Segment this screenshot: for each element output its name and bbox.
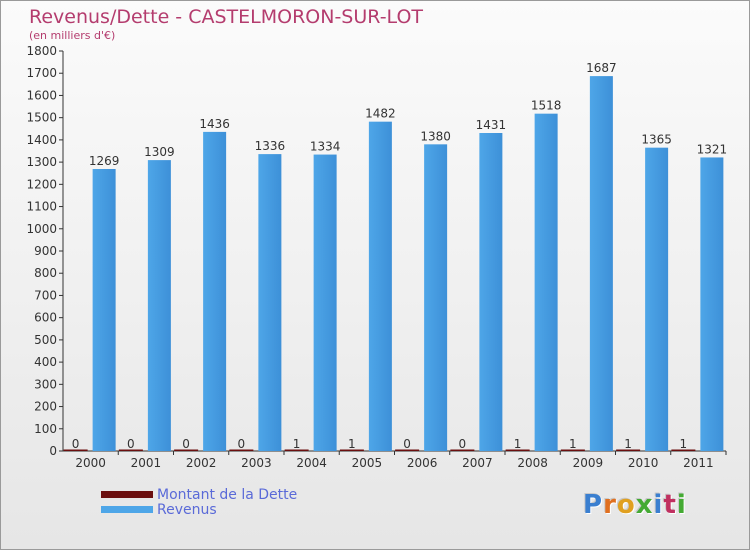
legend-swatch-revenus <box>101 506 153 513</box>
data-label-revenus: 1321 <box>697 142 728 156</box>
bar-dette <box>229 449 254 451</box>
x-tick-label: 2005 <box>352 456 383 470</box>
logo-letter: t <box>663 490 677 520</box>
bar-dette <box>616 449 641 451</box>
y-tick-label: 400 <box>34 355 57 369</box>
x-tick-label: 2006 <box>407 456 438 470</box>
data-label-dette: 0 <box>238 437 246 451</box>
y-tick-label: 700 <box>34 288 57 302</box>
data-label-dette: 1 <box>293 437 301 451</box>
y-tick-label: 900 <box>34 244 57 258</box>
legend-item-revenus: Revenus <box>101 501 297 518</box>
data-label-revenus: 1336 <box>255 139 286 153</box>
y-tick-label: 1600 <box>26 88 57 102</box>
data-label-revenus: 1334 <box>310 140 341 154</box>
data-label-revenus: 1687 <box>586 61 617 75</box>
bar-revenus <box>534 113 558 452</box>
bar-revenus <box>147 160 171 451</box>
bar-dette <box>118 449 143 451</box>
y-tick-label: 1500 <box>26 111 57 125</box>
chart-title: Revenus/Dette - CASTELMORON-SUR-LOT <box>29 6 424 28</box>
logo-letter: o <box>616 490 636 520</box>
data-label-dette: 1 <box>569 437 577 451</box>
bar-dette <box>560 449 585 451</box>
data-label-revenus: 1380 <box>420 129 451 143</box>
bar-revenus <box>645 147 669 451</box>
data-label-revenus: 1518 <box>531 99 562 113</box>
bar-dette <box>284 449 309 451</box>
data-label-revenus: 1436 <box>199 117 230 131</box>
chart-subtitle: (en milliers d'€) <box>29 29 116 42</box>
y-tick-label: 1300 <box>26 155 57 169</box>
y-tick-label: 800 <box>34 266 57 280</box>
data-label-dette: 1 <box>514 437 522 451</box>
bar-revenus <box>92 169 116 451</box>
chart-legend: Montant de la Dette Revenus <box>101 486 298 518</box>
data-label-dette: 0 <box>127 437 135 451</box>
y-tick-label: 1200 <box>26 177 57 191</box>
x-tick-label: 2009 <box>573 456 604 470</box>
legend-label-revenus: Revenus <box>157 501 217 518</box>
logo-letter: r <box>603 490 617 520</box>
data-label-dette: 0 <box>403 437 411 451</box>
legend-label-dette: Montant de la Dette <box>157 486 298 503</box>
bar-revenus <box>589 76 613 451</box>
data-label-dette: 1 <box>680 437 688 451</box>
data-label-revenus: 1431 <box>476 118 507 132</box>
y-tick-label: 1100 <box>26 200 57 214</box>
x-tick-label: 2001 <box>131 456 162 470</box>
data-label-revenus: 1365 <box>641 133 672 147</box>
y-tick-label: 100 <box>34 422 57 436</box>
bar-dette <box>174 449 199 451</box>
legend-swatch-dette <box>101 491 153 498</box>
data-label-dette: 0 <box>459 437 467 451</box>
bar-revenus <box>424 144 448 452</box>
logo-letter: i <box>676 490 687 520</box>
bar-dette <box>671 449 696 451</box>
y-tick-label: 1000 <box>26 222 57 236</box>
y-tick-label: 300 <box>34 377 57 391</box>
bar-revenus <box>258 154 282 451</box>
y-tick-label: 0 <box>49 444 57 458</box>
data-label-dette: 0 <box>72 437 80 451</box>
bar-revenus <box>700 157 724 451</box>
bar-dette <box>505 449 530 451</box>
x-tick-label: 2007 <box>462 456 493 470</box>
x-tick-label: 2004 <box>296 456 327 470</box>
y-tick-label: 1400 <box>26 133 57 147</box>
y-tick-label: 600 <box>34 311 57 325</box>
y-tick-label: 500 <box>34 333 57 347</box>
data-label-revenus: 1269 <box>89 154 120 168</box>
logo-letter: i <box>653 490 664 520</box>
x-tick-label: 2003 <box>241 456 272 470</box>
x-tick-label: 2011 <box>683 456 714 470</box>
y-tick-label: 1800 <box>26 44 57 58</box>
bar-revenus <box>479 133 503 451</box>
proxiti-logo: Proxiti <box>583 490 687 520</box>
data-label-revenus: 1482 <box>365 107 396 121</box>
legend-item-dette: Montant de la Dette <box>101 486 298 503</box>
bar-dette <box>450 449 475 451</box>
x-tick-label: 2008 <box>517 456 548 470</box>
data-label-dette: 1 <box>348 437 356 451</box>
x-tick-label: 2002 <box>186 456 217 470</box>
y-tick-label: 1700 <box>26 66 57 80</box>
logo-letter: P <box>583 490 604 520</box>
x-tick-label: 2000 <box>75 456 106 470</box>
data-label-dette: 0 <box>182 437 190 451</box>
data-label-revenus: 1309 <box>144 145 175 159</box>
bar-revenus <box>203 131 227 451</box>
logo-letter: x <box>635 490 654 520</box>
bar-revenus <box>313 154 337 452</box>
bar-dette <box>63 449 88 451</box>
y-tick-label: 200 <box>34 400 57 414</box>
data-label-dette: 1 <box>624 437 632 451</box>
bar-dette <box>339 449 364 451</box>
bar-revenus <box>368 121 392 452</box>
x-tick-label: 2010 <box>628 456 659 470</box>
bar-dette <box>395 449 420 451</box>
